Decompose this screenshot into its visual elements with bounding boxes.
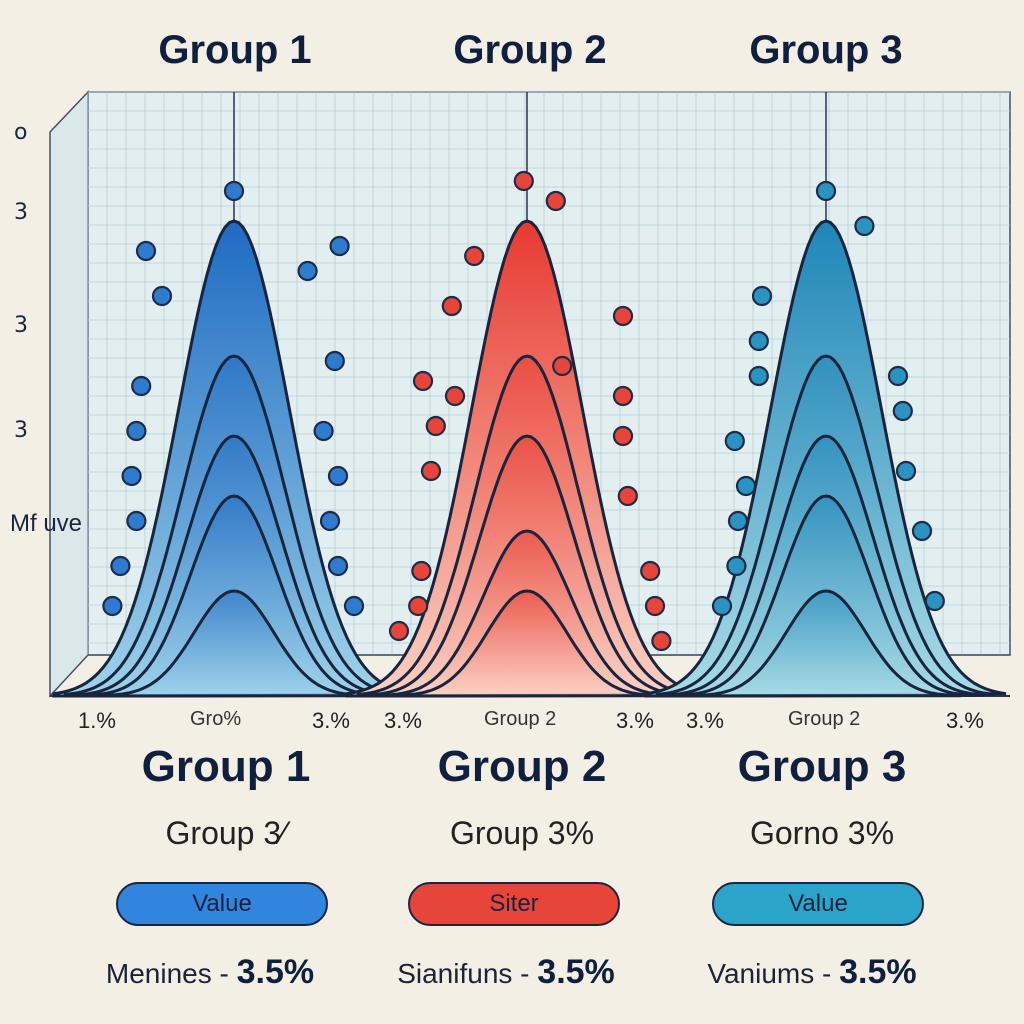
card-subtitle-2: Group 3% <box>449 815 595 851</box>
data-point <box>464 245 485 267</box>
data-point <box>102 595 123 617</box>
x-tick-label: 3.% <box>686 708 724 733</box>
data-point <box>552 355 573 377</box>
data-point <box>751 285 773 307</box>
metric-value: 3.5% <box>236 953 315 991</box>
data-point <box>411 560 432 582</box>
panel-title-2: Group 2 <box>453 28 607 72</box>
y-tick-label: 3 <box>14 313 28 338</box>
metric-label: Sianifuns - <box>397 958 530 989</box>
data-point <box>895 460 917 482</box>
data-point <box>420 460 442 482</box>
card-subtitle-1: Group 3⁄ <box>165 815 287 851</box>
plot-side-wall <box>49 90 89 698</box>
data-point <box>911 520 933 542</box>
density-curve <box>689 589 962 698</box>
data-point <box>724 430 745 452</box>
data-point <box>924 590 945 612</box>
panel-title-1: Group 1 <box>158 28 312 72</box>
x-tick-label: 1.% <box>78 708 116 733</box>
data-point <box>408 595 429 617</box>
card-title-3: Group 3 <box>737 742 907 791</box>
data-point <box>135 240 157 262</box>
data-point <box>131 375 152 397</box>
data-point <box>815 180 837 202</box>
data-point <box>297 260 318 282</box>
metric-value: 3.5% <box>537 953 615 991</box>
data-point <box>644 595 666 617</box>
data-point <box>892 400 913 422</box>
data-point <box>748 330 769 352</box>
data-point <box>726 555 747 577</box>
data-point <box>412 370 434 392</box>
x-tick-label: 3.% <box>312 708 350 733</box>
y-tick-label: 3 <box>14 418 28 443</box>
data-point <box>319 510 341 532</box>
panel-title-3: Group 3 <box>749 28 903 72</box>
data-point <box>887 365 909 387</box>
data-point <box>612 425 634 447</box>
value-button-2[interactable]: Siter <box>408 882 620 926</box>
data-point <box>444 385 466 407</box>
data-point <box>651 630 672 652</box>
distribution-chart <box>49 90 1011 698</box>
density-curve <box>390 589 663 698</box>
metric-label: Menines - <box>105 958 229 989</box>
data-point <box>617 485 638 507</box>
value-button-1[interactable]: Value <box>116 882 328 926</box>
data-point <box>313 420 334 442</box>
data-point <box>441 295 462 317</box>
data-point <box>327 465 349 487</box>
data-point <box>327 555 349 577</box>
data-point <box>727 510 749 532</box>
data-point <box>513 170 534 192</box>
data-point <box>110 555 131 577</box>
data-point <box>343 595 365 617</box>
x-tick-label: 3.% <box>384 708 422 733</box>
y-tick-label: o <box>14 120 28 145</box>
data-point <box>735 475 757 497</box>
y-tick-label: 3 <box>14 200 28 225</box>
y-axis-label: Mf uve <box>10 510 83 537</box>
data-point <box>223 180 245 202</box>
metric-2: Sianifuns - 3.5% <box>336 953 676 992</box>
card-subtitle-3: Gorno 3% <box>749 815 895 851</box>
data-point <box>121 465 142 487</box>
data-point <box>324 350 345 372</box>
data-point <box>126 420 147 442</box>
metric-label: Vaniums - <box>707 958 832 989</box>
metric-value: 3.5% <box>839 953 917 991</box>
x-tick-label: 3.% <box>946 708 984 733</box>
data-point <box>151 285 173 307</box>
x-tick-label: Group 2 <box>788 708 861 730</box>
x-tick-label: 3.% <box>616 708 654 733</box>
data-point <box>612 305 634 327</box>
data-point <box>329 235 350 257</box>
x-tick-label: Group 2 <box>484 708 557 730</box>
metric-3: Vaniums - 3.5% <box>642 953 982 992</box>
data-point <box>711 595 733 617</box>
data-point <box>545 190 566 212</box>
metric-1: Menines - 3.5% <box>40 953 380 992</box>
value-button-3[interactable]: Value <box>712 882 924 926</box>
data-point <box>126 510 147 532</box>
data-point <box>854 215 875 237</box>
data-point <box>748 365 769 387</box>
data-point <box>640 560 661 582</box>
data-point <box>388 620 410 642</box>
card-title-2: Group 2 <box>437 742 607 791</box>
card-title-1: Group 1 <box>141 742 311 791</box>
x-tick-label: Gro% <box>190 708 242 730</box>
data-point <box>425 415 446 437</box>
density-curve <box>97 589 370 698</box>
data-point <box>612 385 634 407</box>
